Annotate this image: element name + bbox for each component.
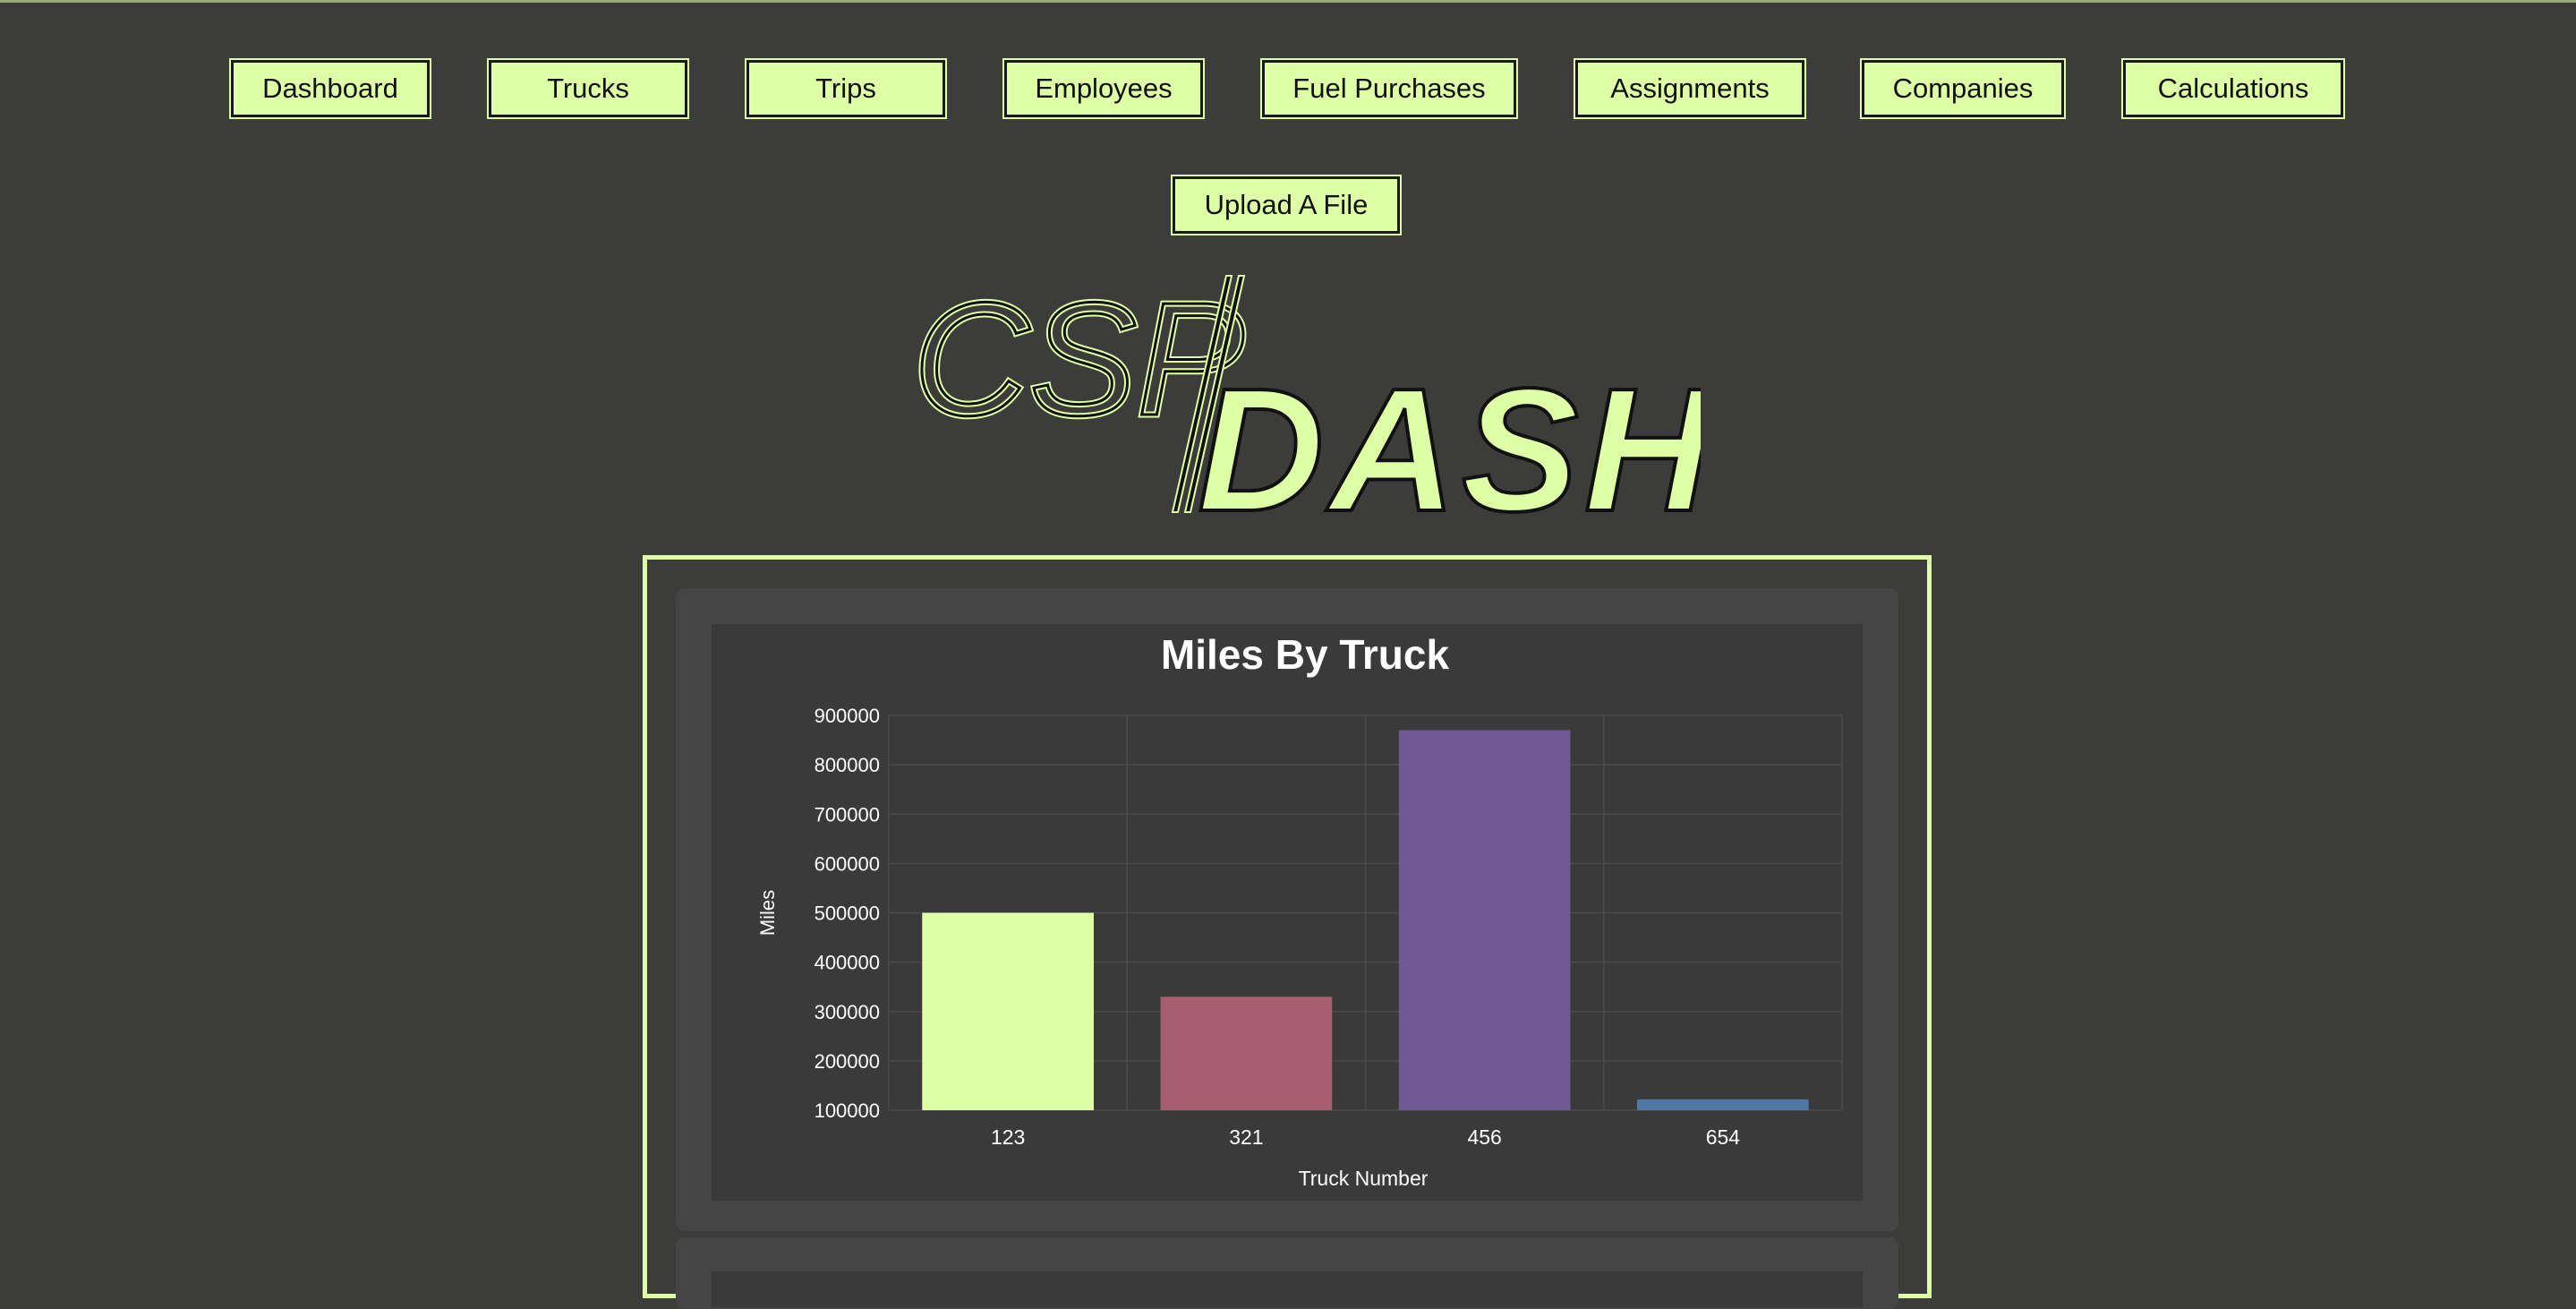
csp-dash-logo: CSP CSP DASH bbox=[910, 269, 1702, 537]
nav-trucks-button[interactable]: Trucks bbox=[489, 60, 687, 117]
upload-file-button[interactable]: Upload A File bbox=[1173, 176, 1400, 234]
x-tick-label: 123 bbox=[991, 1125, 1025, 1149]
logo-csp-text: CSP bbox=[913, 270, 1244, 449]
y-tick-label: 100000 bbox=[815, 1099, 880, 1122]
bar-truck-654[interactable] bbox=[1637, 1099, 1809, 1110]
y-axis-ticks: 900000 800000 700000 600000 500000 400000 3000… bbox=[815, 705, 880, 1122]
top-border bbox=[0, 0, 2576, 3]
y-tick-label: 800000 bbox=[815, 754, 880, 776]
y-tick-label: 900000 bbox=[815, 705, 880, 727]
y-tick-label: 300000 bbox=[815, 1001, 880, 1023]
x-tick-label: 456 bbox=[1467, 1125, 1501, 1149]
bar-truck-456[interactable] bbox=[1398, 730, 1571, 1110]
chart-title: Miles By Truck bbox=[1161, 631, 1450, 678]
x-axis-ticks: 123 321 456 654 bbox=[991, 1125, 1740, 1149]
x-tick-label: 321 bbox=[1229, 1125, 1263, 1149]
y-tick-label: 500000 bbox=[815, 903, 880, 925]
logo-csp-outline: CSP bbox=[913, 270, 1244, 449]
nav-assignments-button[interactable]: Assignments bbox=[1575, 60, 1804, 117]
second-card-inner bbox=[712, 1271, 1863, 1307]
y-tick-label: 600000 bbox=[815, 852, 880, 875]
x-axis-label: Truck Number bbox=[1299, 1167, 1429, 1190]
nav-fuel-purchases-button[interactable]: Fuel Purchases bbox=[1262, 60, 1516, 117]
nav-employees-button[interactable]: Employees bbox=[1004, 60, 1203, 117]
bar-truck-123[interactable] bbox=[922, 912, 1094, 1111]
y-tick-label: 200000 bbox=[815, 1050, 880, 1073]
y-tick-label: 400000 bbox=[815, 952, 880, 974]
logo-dash-text: DASH bbox=[1198, 352, 1701, 537]
miles-by-truck-chart: Miles By Truck 900000 800000 700000 600000 5… bbox=[756, 631, 1843, 1190]
y-axis-label: Miles bbox=[756, 890, 779, 936]
logo-slash-2 bbox=[1183, 275, 1246, 513]
nav-trips-button[interactable]: Trips bbox=[746, 60, 945, 117]
y-tick-label: 700000 bbox=[815, 803, 880, 826]
logo-slash-1 bbox=[1171, 275, 1233, 513]
nav-dashboard-button[interactable]: Dashboard bbox=[231, 60, 430, 117]
nav-calculations-button[interactable]: Calculations bbox=[2123, 60, 2343, 117]
nav-companies-button[interactable]: Companies bbox=[1862, 60, 2064, 117]
x-tick-label: 654 bbox=[1706, 1125, 1741, 1149]
bar-truck-321[interactable] bbox=[1160, 997, 1333, 1110]
chart-bars bbox=[922, 730, 1809, 1111]
